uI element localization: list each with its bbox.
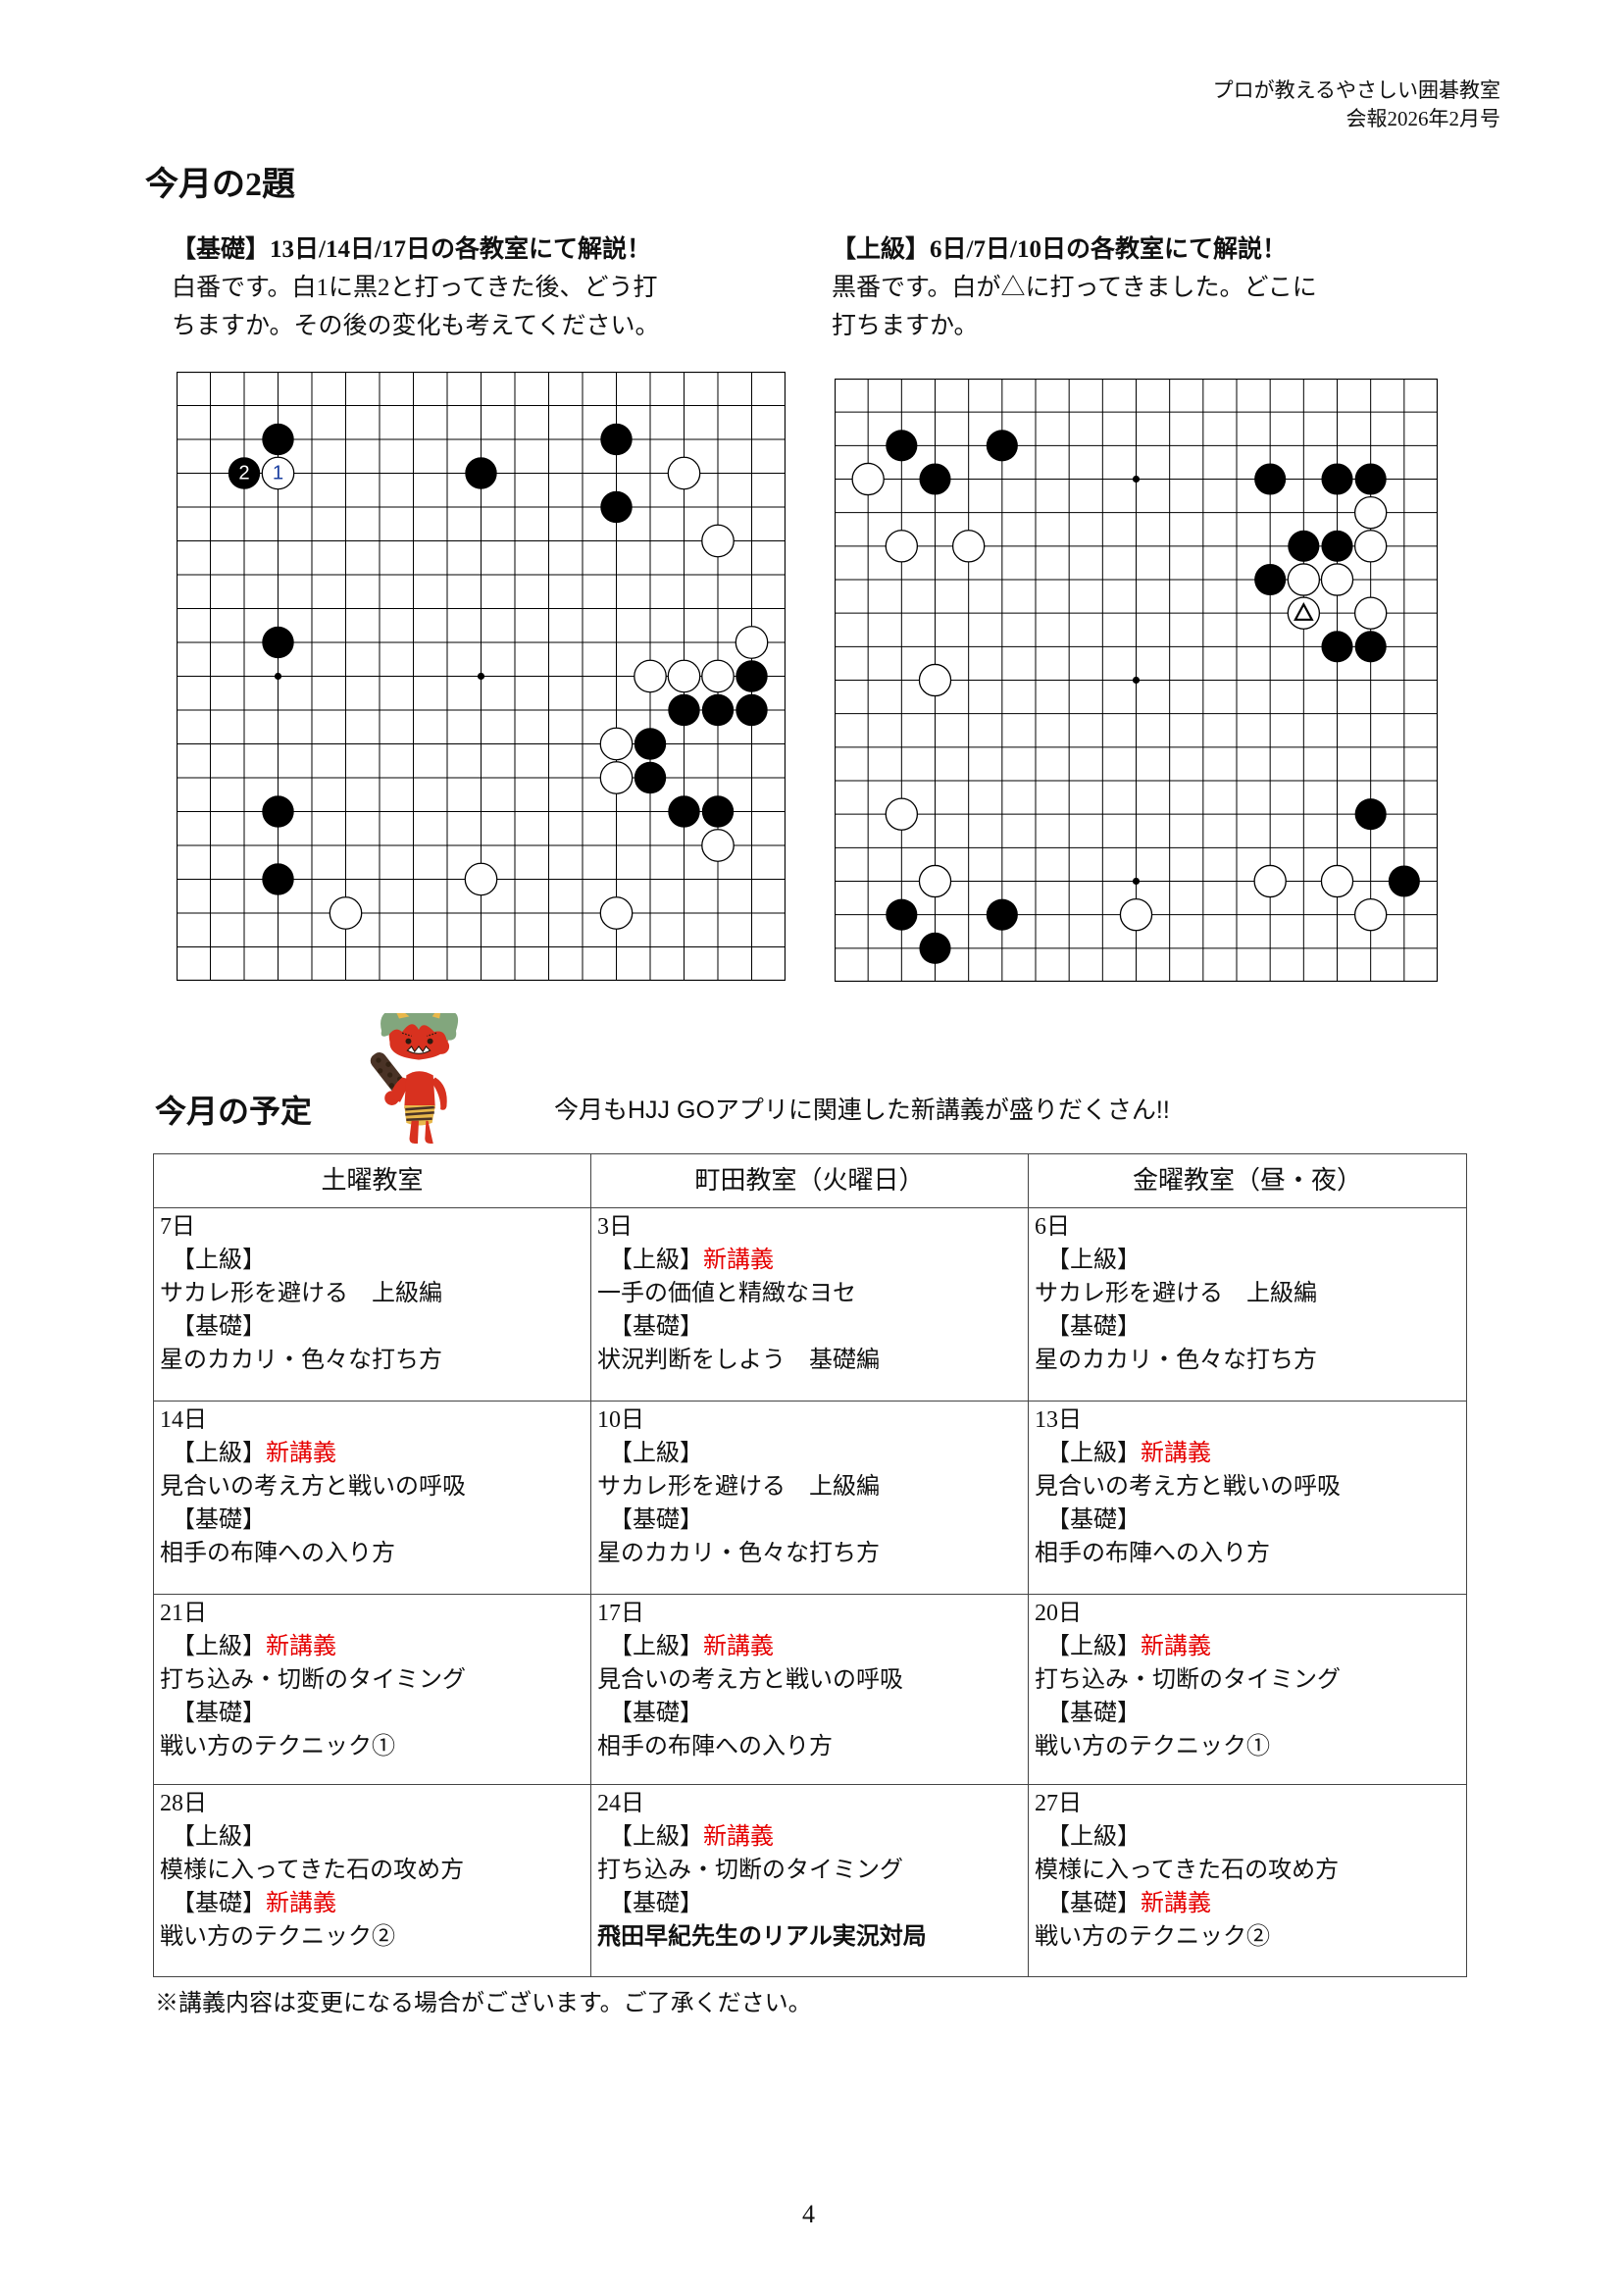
svg-text:1: 1 [273, 462, 283, 484]
svg-text:2: 2 [238, 462, 249, 484]
